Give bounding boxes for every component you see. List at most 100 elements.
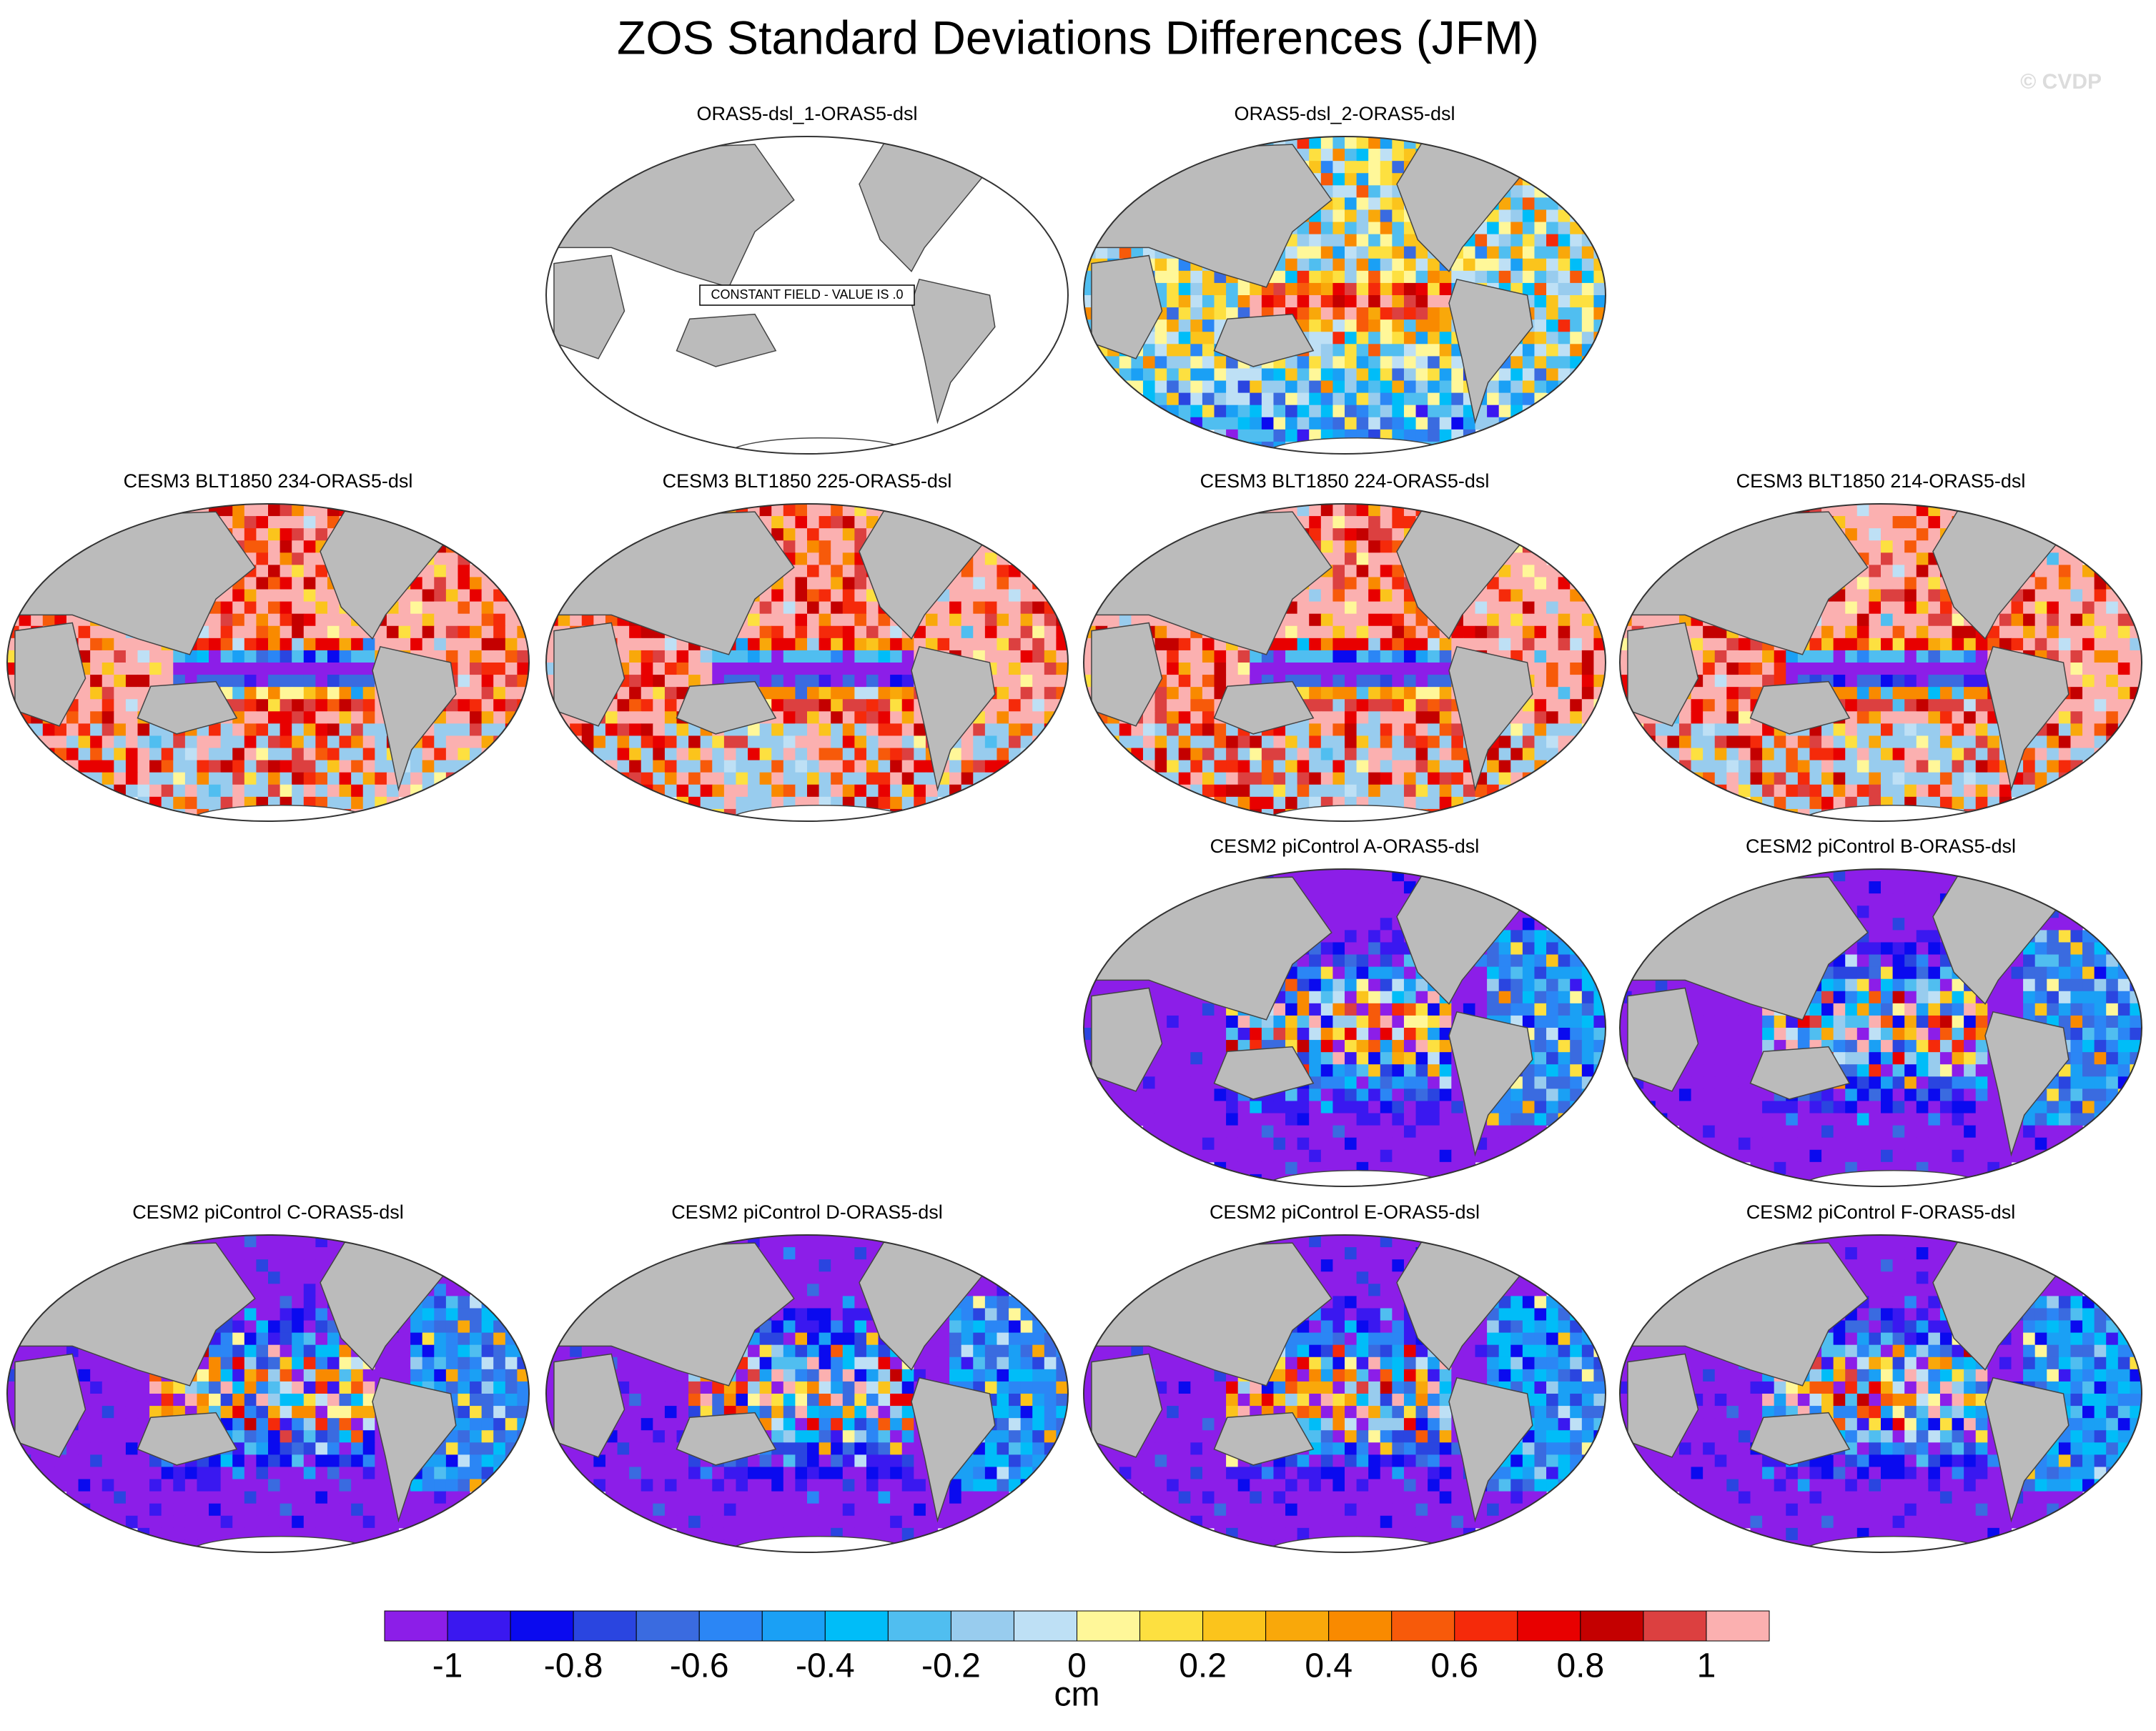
field-cell [1738,687,1751,700]
field-cell [292,552,305,565]
field-cell [1167,344,1180,357]
field-cell [303,675,316,688]
field-cell [1380,663,1393,675]
field-cell [1044,613,1057,627]
field-cell [1581,270,1595,284]
field-cell [1821,650,1834,663]
field-cell [1655,735,1668,749]
field-cell [831,663,844,675]
field-cell [1345,784,1358,798]
field-cell [1178,675,1191,688]
field-cell [878,613,891,627]
field-cell [1845,772,1858,785]
field-cell [1403,675,1417,688]
field-cell [1250,663,1262,675]
field-cell [1380,197,1393,211]
field-cell [1380,625,1393,639]
field-cell [1881,504,1894,517]
field-cell [984,601,998,615]
field-cell [1345,906,1358,918]
field-cell [1345,735,1358,749]
field-cell [137,735,150,749]
field-cell [1439,748,1452,761]
field-cell [890,675,903,688]
field-cell [161,760,174,773]
field-cell [2106,687,2119,700]
field-cell [1237,650,1250,663]
field-cell [1368,209,1381,223]
field-cell [1368,893,1381,906]
field-cell [1285,282,1298,296]
field-cell [1881,772,1894,785]
field-cell [1738,699,1751,712]
field-cell [1403,307,1417,320]
field-cell [161,650,174,663]
field-cell [1332,760,1345,773]
field-cell [1428,258,1440,272]
field-cell [890,723,903,737]
field-cell [748,735,761,749]
field-cell [280,735,292,749]
field-cell [1368,246,1381,259]
field-cell [973,601,986,615]
field-cell [1368,930,1381,943]
field-cell [1428,772,1440,785]
field-cell [723,772,737,785]
field-cell [1142,735,1156,749]
field-cell [1964,675,1977,688]
field-cell [1356,784,1369,798]
field-cell [1167,735,1180,749]
field-cell [1593,295,1606,308]
field-cell [1309,161,1322,174]
field-cell [1845,748,1858,761]
field-cell [375,748,387,761]
field-cell [1403,772,1417,785]
field-cell [161,784,174,798]
field-cell [1345,173,1358,186]
field-cell [1202,417,1215,430]
field-cell [1190,282,1203,296]
field-cell [1356,625,1369,639]
field-cell [700,675,713,688]
field-cell [1178,295,1191,308]
field-cell [831,540,844,553]
field-cell [149,663,162,675]
field-cell [783,528,796,541]
field-cell [854,735,867,749]
field-cell [209,650,222,663]
field-cell [1546,332,1559,344]
field-cell [1786,772,1799,785]
field-cell [866,784,879,798]
antarctica [1801,805,1986,821]
field-cell [1392,246,1405,259]
field-cell [1522,282,1536,296]
field-cell [1309,675,1322,688]
field-cell [351,699,364,712]
field-cell [831,772,844,785]
field-cell [1309,748,1322,761]
field-cell [1345,504,1358,517]
field-cell [1332,307,1345,320]
field-cell [1845,687,1858,700]
field-cell [470,577,483,590]
field-cell [1762,748,1775,761]
field-cell [1332,319,1345,332]
field-cell [783,516,796,529]
field-cell [1869,552,1881,565]
field-cell [1154,332,1167,344]
field-cell [445,577,459,590]
field-cell [2011,784,2024,798]
field-cell [1392,368,1405,382]
field-cell [759,601,772,615]
field-cell [1368,234,1381,247]
field-cell [1714,638,1727,651]
field-cell [1261,295,1275,308]
field-cell [1952,784,1964,798]
field-cell [1833,601,1846,615]
field-cell [617,735,630,749]
field-cell [653,735,666,749]
field-cell [256,577,269,590]
field-cell [842,675,855,688]
field-cell [78,638,91,651]
field-cell [1546,711,1559,724]
